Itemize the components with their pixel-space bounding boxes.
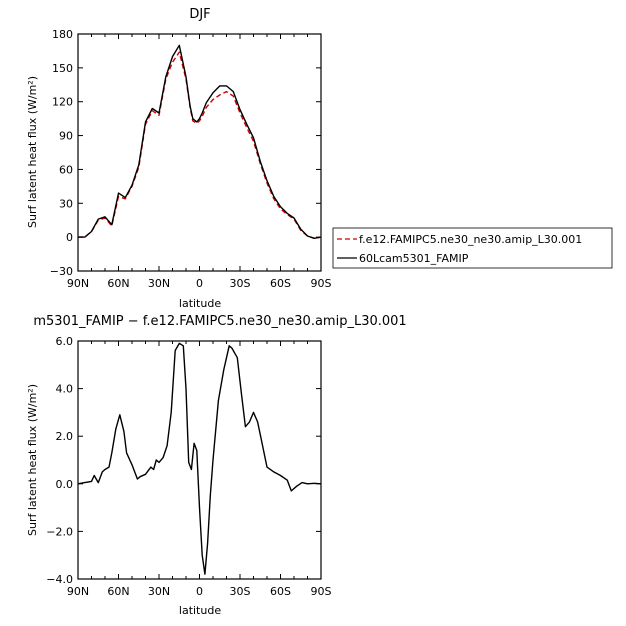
top-xtick-label: 30S: [230, 277, 251, 290]
top-xtick-label: 60N: [107, 277, 129, 290]
bottom-xtick-label: 30S: [230, 585, 251, 598]
bottom-panel: m5301_FAMIP − f.e12.FAMIPC5.ne30_ne30.am…: [26, 314, 407, 617]
top-ytick-label: −30: [50, 265, 73, 278]
top-series-lines: [78, 44, 322, 240]
legend-label-series-2: 60Lcam5301_FAMIP: [359, 252, 469, 265]
bottom-series-lines: [77, 342, 322, 575]
top-ytick-label: 180: [52, 28, 73, 41]
bottom-ylabel: Surf latent heat flux (W/m²): [26, 384, 39, 536]
top-xtick-label: 0: [196, 277, 203, 290]
bottom-ytick-label: 0.0: [56, 478, 74, 491]
top-xtick-label: 60S: [270, 277, 291, 290]
top-ytick-label: 120: [52, 96, 73, 109]
bottom-ytick-label: 6.0: [56, 335, 74, 348]
bottom-series-line-1: [77, 342, 322, 575]
top-ytick-label: 60: [59, 163, 73, 176]
top-x-ticks: 90N 60N 30N 0 30S 60S 90S: [67, 34, 332, 290]
bottom-ytick-label: 4.0: [56, 383, 74, 396]
bottom-title: m5301_FAMIP − f.e12.FAMIPC5.ne30_ne30.am…: [33, 314, 406, 329]
top-ylabel: Surf latent heat flux (W/m²): [26, 76, 39, 228]
top-panel: DJF −30 0 30 60 90 120 150 180 90N 60N 30N 0 30S 60S…: [26, 7, 332, 310]
top-ytick-label: 90: [59, 130, 73, 143]
bottom-xtick-label: 90N: [67, 585, 89, 598]
bottom-ytick-label: −2.0: [46, 525, 73, 538]
bottom-ytick-label: −4.0: [46, 573, 73, 586]
bottom-xtick-label: 60N: [107, 585, 129, 598]
top-y-ticks: −30 0 30 60 90 120 150 180: [50, 28, 321, 278]
top-plot-frame: [77, 33, 322, 272]
legend: f.e12.FAMIPC5.ne30_ne30.amip_L30.001 60L…: [332, 227, 613, 269]
top-ytick-label: 30: [59, 197, 73, 210]
top-title: DJF: [189, 7, 210, 22]
bottom-y-ticks: −4.0 −2.0 0.0 2.0 4.0 6.0: [46, 335, 321, 586]
top-ytick-label: 0: [66, 231, 73, 244]
top-xlabel: latitude: [179, 297, 221, 310]
bottom-xtick-label: 30N: [148, 585, 170, 598]
top-xtick-label: 90S: [311, 277, 332, 290]
top-xtick-label: 30N: [148, 277, 170, 290]
bottom-ytick-label: 2.0: [56, 430, 74, 443]
bottom-xtick-label: 60S: [270, 585, 291, 598]
bottom-x-ticks: 90N 60N 30N 0 30S 60S 90S: [67, 341, 332, 598]
legend-label-series-1: f.e12.FAMIPC5.ne30_ne30.amip_L30.001: [359, 233, 582, 246]
top-series-line-1: [78, 51, 322, 240]
legend-box: [332, 227, 613, 269]
top-series-line-2: [78, 44, 322, 240]
bottom-plot-frame: [77, 340, 322, 580]
bottom-xtick-label: 90S: [311, 585, 332, 598]
top-ytick-label: 150: [52, 62, 73, 75]
bottom-xtick-label: 0: [196, 585, 203, 598]
top-xtick-label: 90N: [67, 277, 89, 290]
bottom-xlabel: latitude: [179, 604, 221, 617]
